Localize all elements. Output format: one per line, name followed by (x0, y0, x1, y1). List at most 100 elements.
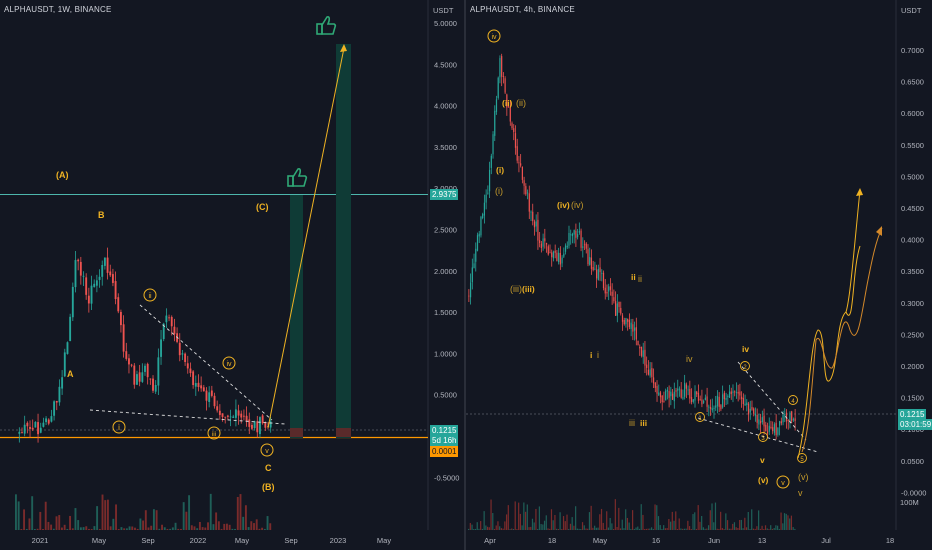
right-y-tick: 0.5500 (901, 141, 924, 150)
right-current-price-badge: 0.1215 (898, 409, 927, 420)
right-volume-scale: 100M (900, 498, 919, 507)
wave-label-ii: ii (631, 272, 636, 282)
wave-label-iii-paren: (iii) (522, 284, 535, 294)
target-box-1-risk (290, 428, 303, 437)
wave-label-i: i (590, 350, 592, 360)
left-x-tick: Sep (284, 536, 297, 545)
wave-label-v-paren-minor-2: v (798, 488, 803, 498)
thumbs-up-icon (287, 168, 308, 187)
svg-text:iv: iv (491, 34, 497, 41)
wave-label-iii-paren-minor: (iii) (510, 284, 522, 294)
wave-circle-v: v (776, 475, 790, 489)
svg-text:ii: ii (148, 293, 152, 300)
right-x-tick: 18 (548, 536, 556, 545)
svg-text:iv: iv (226, 361, 232, 368)
wave-circle-iv-top: iv (487, 29, 501, 43)
left-time-axis[interactable]: 2021 May Sep 2022 May Sep 2023 May (32, 536, 392, 545)
target-box-2-risk (336, 428, 351, 437)
triangle-upper-trendline[interactable] (139, 304, 273, 421)
projection-path-1[interactable] (797, 245, 861, 459)
svg-text:4: 4 (791, 399, 795, 405)
right-y-tick: 0.1500 (901, 394, 924, 403)
right-x-tick: Jun (708, 536, 720, 545)
wave-circle-iv: iv (222, 356, 236, 370)
arrow-head-icon (876, 226, 882, 236)
left-chart-canvas[interactable]: USDT 5.0000 4.5000 4.0000 3.5000 3.0000 2.500… (0, 0, 464, 550)
triangle-lower-trendline[interactable] (89, 409, 286, 425)
svg-text:v: v (265, 448, 269, 455)
right-chart-canvas[interactable]: USDT 100M 0.7000 0.6500 0.6000 0.5500 0.5000… (466, 0, 932, 550)
left-y-tick: 5.0000 (434, 19, 457, 28)
left-y-tick: 3.5000 (434, 143, 457, 152)
wave-circle-ii: ii (143, 288, 157, 302)
right-chart-title: ALPHAUSDT, 4h, BINANCE (470, 5, 575, 14)
right-y-tick: 0.3500 (901, 267, 924, 276)
svg-text:2: 2 (743, 365, 747, 371)
svg-text:iii: iii (212, 431, 216, 438)
left-y-tick: 4.5000 (434, 60, 457, 69)
right-y-tick: 0.7000 (901, 46, 924, 55)
wave-label-ii-paren-minor: (ii) (516, 98, 526, 108)
right-x-tick: 16 (652, 536, 660, 545)
subwave-circle-3: 3 (758, 432, 768, 442)
wedge-upper-trendline[interactable] (737, 361, 807, 441)
wave-label-iv-paren: (iv) (557, 200, 570, 210)
right-x-tick: Apr (484, 536, 496, 545)
right-currency-label: USDT (901, 6, 922, 15)
left-candles (18, 247, 272, 443)
right-time-axis[interactable]: Apr 18 May 16 Jun 13 Jul 18 (484, 536, 894, 545)
wave-label-B: B (98, 210, 105, 220)
wedge-lower-trendline[interactable] (697, 417, 819, 453)
svg-text:3: 3 (761, 436, 765, 442)
wave-label-A: A (67, 369, 74, 379)
right-candle-countdown-badge: 03:01:59 (898, 419, 932, 430)
projection-path-1b (845, 189, 861, 313)
subwave-circle-5: 5 (797, 453, 807, 463)
right-x-tick: May (593, 536, 607, 545)
target-box-1[interactable] (290, 195, 303, 438)
current-price-badge: 0.1215 (430, 425, 459, 436)
subwave-circle-4: 4 (788, 395, 798, 405)
right-y-tick: 0.4000 (901, 236, 924, 245)
pane-divider[interactable] (464, 0, 466, 550)
left-price-axis[interactable]: 5.0000 4.5000 4.0000 3.5000 3.0000 2.5000 2.00… (434, 19, 459, 482)
wave-label-iii: iii (640, 418, 647, 428)
wave-label-v-paren-minor: (v) (798, 472, 809, 482)
target-box-2[interactable] (336, 44, 351, 438)
left-chart-pane[interactable]: ALPHAUSDT, 1W, BINANCE USDT 5.0000 4.5000… (0, 0, 464, 550)
right-chart-pane[interactable]: ALPHAUSDT, 4h, BINANCE USDT 100M 0.7000 0… (466, 0, 932, 550)
right-y-tick: 0.4500 (901, 204, 924, 213)
right-x-tick: 18 (886, 536, 894, 545)
right-y-tick: 0.3000 (901, 299, 924, 308)
left-y-tick: -0.5000 (434, 473, 459, 482)
wave-label-iv-paren-minor: (iv) (571, 200, 584, 210)
arrow-head-icon (340, 44, 347, 52)
wave-label-v-paren: (v) (758, 475, 769, 485)
svg-text:1: 1 (698, 416, 702, 422)
wave-label-i-minor: i (597, 350, 599, 360)
right-y-tick: 0.2000 (901, 362, 924, 371)
projection-path-2[interactable] (801, 227, 883, 453)
svg-text:i: i (118, 423, 120, 432)
wave-label-i-paren: (i) (496, 165, 504, 175)
wave-label-iv: iv (742, 344, 749, 354)
left-y-tick: 1.0000 (434, 349, 457, 358)
right-x-tick: 13 (758, 536, 766, 545)
right-x-tick: Jul (821, 536, 831, 545)
wave-circle-i: i (112, 420, 126, 434)
left-chart-title: ALPHAUSDT, 1W, BINANCE (4, 5, 112, 14)
wave-label-v: v (760, 455, 765, 465)
wave-label-iii-minor: iii (629, 418, 635, 428)
projection-arrow[interactable] (267, 47, 345, 429)
left-volume-bars (15, 493, 272, 530)
subwave-circle-1: 1 (695, 412, 705, 422)
left-x-tick: May (235, 536, 249, 545)
support-price-badge: 0.0001 (430, 446, 459, 457)
wave-label-A-major: (A) (56, 170, 69, 180)
wave-label-iv-minor: iv (686, 354, 693, 364)
wave-label-B-major: (B) (262, 482, 275, 492)
right-y-tick: 0.6000 (901, 109, 924, 118)
right-candles (468, 53, 796, 440)
wave-label-ii-minor: ii (638, 274, 642, 284)
right-y-tick: 0.5000 (901, 172, 924, 181)
